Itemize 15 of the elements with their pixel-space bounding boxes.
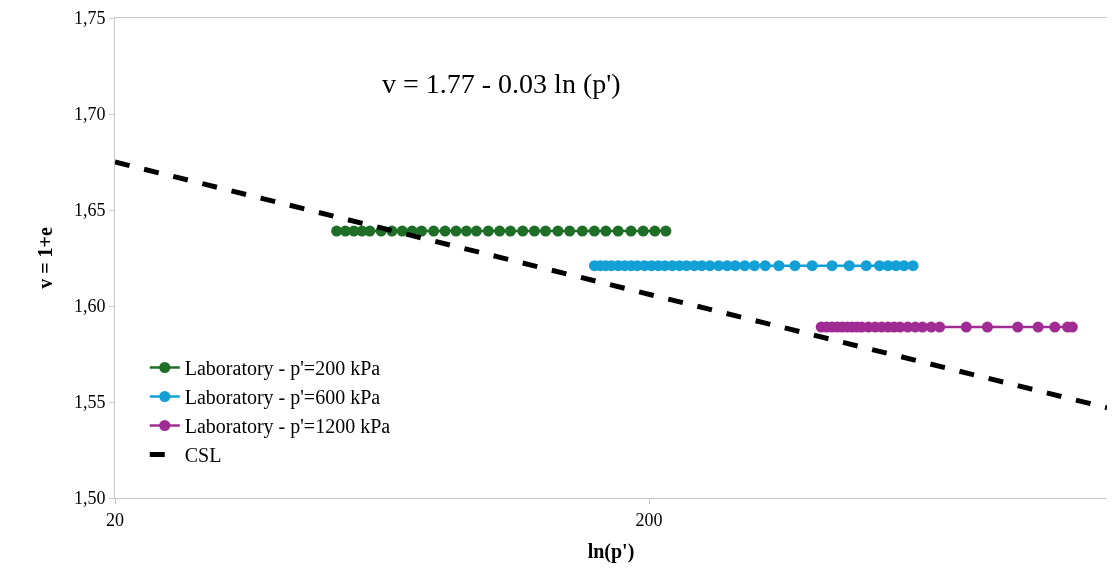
y-tick-label: 1,50 bbox=[73, 488, 106, 509]
y-tick-label: 1,60 bbox=[73, 296, 106, 317]
x-axis-title: ln(p') bbox=[587, 540, 635, 564]
y-tick-label: 1,55 bbox=[73, 392, 106, 413]
y-tick-label: 1,70 bbox=[73, 104, 106, 125]
annotation: v = 1.77 - 0.03 ln (p') bbox=[382, 68, 621, 99]
x-tick-label: 200 bbox=[635, 509, 663, 530]
y-axis-title: v = 1+e bbox=[34, 227, 57, 289]
legend-label: Laboratory - p'=600 kPa bbox=[184, 386, 381, 410]
x-tick-label: 20 bbox=[106, 509, 124, 530]
legend-label: CSL bbox=[184, 444, 222, 467]
legend-label: Laboratory - p'=200 kPa bbox=[184, 357, 381, 381]
legend-label: Laboratory - p'=1200 kPa bbox=[184, 415, 391, 439]
y-tick-label: 1,65 bbox=[73, 200, 106, 221]
y-tick-label: 1,75 bbox=[73, 8, 106, 29]
